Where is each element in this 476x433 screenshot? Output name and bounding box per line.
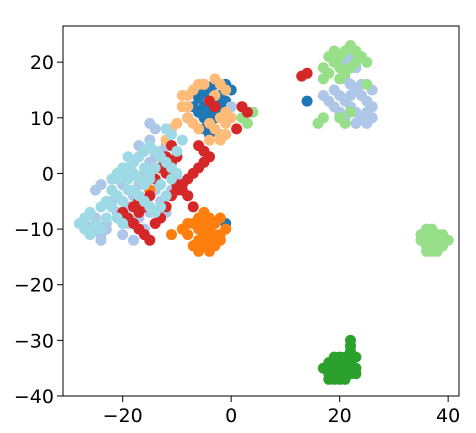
data-point-s1-6 (95, 179, 107, 191)
data-point-s7-51 (144, 173, 156, 185)
data-point-s2-21 (198, 206, 210, 218)
data-point-s5-16 (334, 112, 346, 124)
data-point-s7-32 (100, 212, 112, 224)
data-point-s7-43 (155, 179, 167, 191)
x-tick-label: 20 (328, 405, 352, 427)
data-point-s3-24 (176, 90, 188, 101)
data-point-s7-18 (171, 145, 183, 157)
data-point-s3-8 (193, 123, 205, 135)
data-point-s0-24 (301, 95, 313, 107)
data-point-s6-5 (144, 234, 156, 246)
data-point-s5-21 (345, 62, 356, 74)
data-point-s1-40 (144, 117, 156, 129)
data-point-s1-54 (350, 117, 362, 129)
y-tick-label: −40 (14, 386, 54, 408)
x-tick-label: −20 (103, 405, 143, 427)
data-point-s7-21 (160, 123, 172, 135)
data-point-s2-24 (166, 229, 177, 241)
data-point-s5-8 (361, 56, 373, 68)
data-point-s1-29 (117, 229, 129, 241)
data-point-s6-36 (296, 70, 308, 82)
data-point-s5-35 (415, 229, 427, 241)
data-point-s1-59 (317, 90, 329, 101)
data-point-s5-12 (323, 51, 335, 63)
data-point-s3-26 (220, 129, 232, 140)
data-point-s4-23 (334, 373, 346, 385)
data-point-s5-18 (317, 112, 329, 124)
data-point-s7-29 (155, 201, 167, 213)
data-point-s6-26 (204, 151, 215, 163)
plot-frame (62, 25, 460, 397)
data-point-s5-37 (431, 245, 443, 257)
y-tick-label: −30 (14, 330, 54, 352)
data-point-s4-22 (339, 357, 351, 369)
data-point-s7-54 (111, 212, 123, 224)
data-point-s1-56 (366, 101, 378, 113)
data-point-s6-34 (231, 123, 243, 135)
data-point-s5-19 (361, 78, 373, 90)
data-point-s6-31 (209, 101, 221, 113)
data-point-s6-33 (241, 106, 253, 118)
data-point-s1-65 (350, 84, 362, 96)
data-point-s4-25 (350, 368, 362, 380)
y-axis: 20 10 0 −10 −20 −30 −40 (14, 52, 63, 408)
data-point-s3-25 (182, 101, 194, 113)
data-point-s7-31 (106, 201, 118, 213)
x-tick-label: 0 (225, 405, 237, 427)
data-point-s7-48 (111, 167, 123, 179)
data-point-s1-28 (95, 234, 107, 246)
data-point-s7-36 (79, 223, 91, 235)
data-point-s7-38 (122, 184, 134, 196)
data-point-s7-52 (122, 151, 134, 163)
data-point-s6-29 (187, 201, 199, 213)
x-axis: −20 0 20 40 (103, 396, 460, 427)
data-point-s4-19 (345, 334, 356, 346)
x-tick-label: 40 (436, 405, 460, 427)
data-point-s3-21 (204, 134, 215, 146)
data-point-s5-39 (442, 234, 454, 246)
data-point-s2-13 (220, 223, 232, 235)
data-point-s4-24 (323, 362, 335, 374)
data-point-s7-37 (117, 195, 129, 207)
data-point-s7-19 (176, 134, 188, 146)
y-tick-label: 20 (30, 52, 54, 74)
data-point-s1-30 (128, 234, 139, 246)
data-point-s7-34 (90, 218, 101, 229)
data-point-s2-12 (214, 212, 226, 224)
data-point-s3-5 (220, 84, 232, 96)
data-point-s5-36 (421, 245, 432, 257)
data-point-s5-14 (345, 106, 356, 118)
data-point-s1-64 (328, 101, 340, 113)
data-point-s7-44 (160, 190, 172, 202)
data-point-s0-18 (198, 87, 210, 99)
data-point-s1-67 (366, 112, 378, 124)
y-tick-label: −20 (14, 275, 54, 297)
y-tick-label: −10 (14, 219, 54, 241)
data-point-s2-18 (214, 234, 226, 246)
data-point-s7-2 (84, 206, 96, 218)
data-point-s5-38 (426, 223, 438, 235)
data-point-s3-27 (225, 112, 237, 124)
y-tick-label: 10 (30, 108, 54, 130)
data-point-s2-22 (204, 245, 215, 257)
data-point-s2-23 (193, 245, 205, 257)
points-layer (73, 40, 454, 385)
data-point-s5-22 (334, 73, 346, 85)
data-point-s7-46 (171, 167, 183, 179)
data-point-s4-14 (350, 351, 362, 363)
data-point-s2-20 (176, 223, 188, 235)
y-tick-label: 0 (42, 163, 54, 185)
data-point-s5-42 (241, 117, 253, 129)
data-point-s5-13 (317, 73, 329, 85)
data-point-s7-42 (149, 162, 161, 174)
data-point-s3-19 (198, 78, 210, 90)
